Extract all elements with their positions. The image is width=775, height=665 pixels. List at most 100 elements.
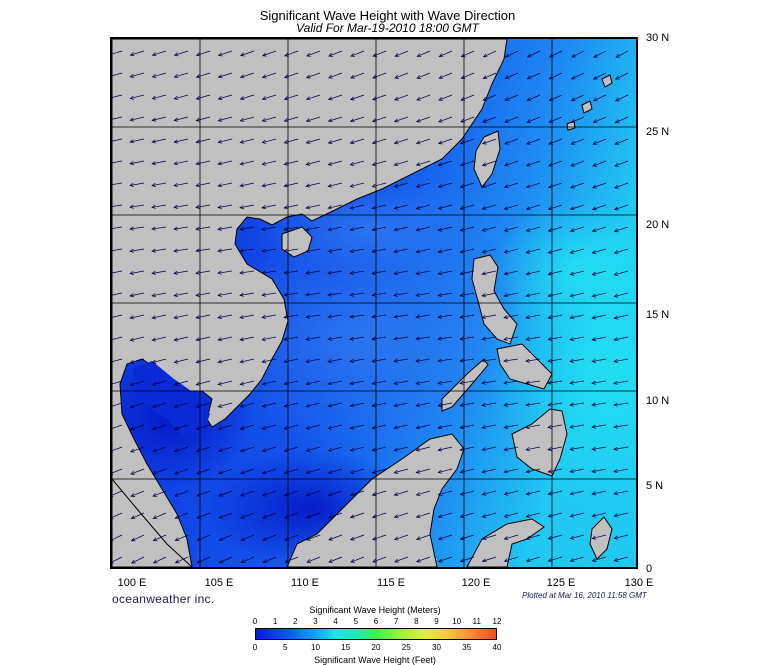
wave-arrow-head xyxy=(393,140,399,145)
wave-arrow-head xyxy=(615,53,621,58)
wave-arrow-head xyxy=(261,337,267,342)
wave-arrow xyxy=(197,556,211,564)
wave-arrow-head xyxy=(437,514,443,519)
wave-arrow xyxy=(460,424,475,429)
wave-arrow-head xyxy=(592,162,597,167)
wave-arrow-head xyxy=(305,227,311,232)
wave-arrow-head xyxy=(174,537,180,542)
wave-arrow xyxy=(592,556,607,562)
wave-arrow-head xyxy=(437,469,443,474)
wave-arrow xyxy=(525,380,541,384)
wave-arrow xyxy=(152,50,167,56)
wave-arrow xyxy=(372,424,387,429)
wave-arrow-head xyxy=(525,162,531,167)
wave-arrow-head xyxy=(503,293,509,298)
wave-arrow-head xyxy=(196,559,202,564)
wave-arrow xyxy=(482,138,497,145)
colorbar-feet-tick: 10 xyxy=(311,643,320,652)
wave-arrow xyxy=(372,512,387,518)
wave-arrow xyxy=(438,160,453,166)
wave-arrow xyxy=(173,248,189,252)
wave-arrow-head xyxy=(613,424,618,429)
wave-arrow-head xyxy=(283,74,289,79)
wave-arrow-head xyxy=(305,118,311,123)
wave-arrow xyxy=(240,380,255,385)
wave-arrow xyxy=(459,314,475,318)
wave-arrow xyxy=(437,402,453,407)
wave-arrow xyxy=(526,534,541,540)
wave-arrow-head xyxy=(592,141,598,145)
wave-arrow xyxy=(218,50,233,56)
wave-arrow xyxy=(547,380,563,384)
wave-arrow xyxy=(112,336,123,340)
wave-height-map xyxy=(110,37,638,569)
wave-arrow xyxy=(592,160,607,167)
wave-arrow xyxy=(504,160,519,166)
wave-arrow xyxy=(460,204,475,210)
wave-arrow-head xyxy=(481,249,487,254)
wave-arrow-head xyxy=(283,183,289,188)
wave-arrow-head xyxy=(283,492,289,497)
wave-arrow-head xyxy=(613,557,619,562)
wave-arrow xyxy=(593,116,607,123)
wave-arrow xyxy=(261,270,277,274)
wave-arrow-head xyxy=(548,97,554,102)
wave-arrow xyxy=(460,534,475,540)
wave-arrow-head xyxy=(547,315,553,320)
plotted-timestamp: Plotted at Mar 16, 2010 11:58 GMT xyxy=(522,591,647,600)
wave-arrow-head xyxy=(129,315,135,320)
wave-arrow-head xyxy=(525,271,531,276)
wave-arrow xyxy=(218,402,233,408)
wave-arrow xyxy=(129,182,145,186)
wave-arrow xyxy=(569,380,585,384)
wave-arrow-head xyxy=(591,250,597,254)
wave-arrow-head xyxy=(613,337,619,342)
wave-arrow-head xyxy=(613,380,618,385)
wave-arrow xyxy=(503,336,519,340)
wave-arrow xyxy=(152,138,167,143)
wave-arrow-head xyxy=(415,558,421,563)
wave-arrow-head xyxy=(504,53,510,58)
wave-arrow-head xyxy=(349,314,354,319)
wave-arrow-head xyxy=(526,119,532,123)
wave-arrow xyxy=(196,138,211,143)
wave-arrow xyxy=(350,446,365,452)
wave-arrow xyxy=(438,270,453,275)
wave-arrow-head xyxy=(173,204,178,209)
wave-arrow xyxy=(196,116,211,121)
wave-arrow-head xyxy=(195,161,201,166)
wave-arrow xyxy=(349,336,365,340)
wave-arrow xyxy=(350,402,365,407)
wave-arrow xyxy=(327,270,343,274)
wave-arrow-head xyxy=(438,75,444,79)
wave-arrow xyxy=(305,248,321,252)
wave-arrow-head xyxy=(372,558,377,563)
wave-arrow xyxy=(173,226,189,230)
wave-arrow xyxy=(284,50,299,57)
wave-arrow-head xyxy=(393,292,398,297)
wave-arrow xyxy=(393,314,409,318)
wave-arrow-head xyxy=(283,96,289,101)
wave-arrow xyxy=(570,138,585,145)
wave-arrow xyxy=(548,204,563,210)
wave-arrow xyxy=(112,226,123,229)
wave-arrow-head xyxy=(592,184,597,189)
wave-arrow-head xyxy=(129,204,134,209)
wave-arrow-head xyxy=(130,470,135,475)
wave-arrow-head xyxy=(349,270,354,275)
wave-arrow xyxy=(195,292,211,296)
wave-arrow-head xyxy=(415,292,420,297)
wave-arrow-head xyxy=(614,162,620,167)
colorbar-meters-tick: 0 xyxy=(252,617,258,626)
wave-arrow-head xyxy=(613,446,618,451)
wave-arrow xyxy=(240,424,255,430)
wave-arrow xyxy=(152,94,167,100)
wave-arrow-head xyxy=(239,96,245,101)
wave-arrow-head xyxy=(328,52,333,57)
wave-arrow xyxy=(151,204,167,208)
wave-arrow xyxy=(416,248,431,253)
wave-arrow-head xyxy=(372,74,377,79)
wave-arrow xyxy=(592,534,607,539)
wave-arrow xyxy=(416,94,431,101)
wave-arrow xyxy=(328,204,343,209)
